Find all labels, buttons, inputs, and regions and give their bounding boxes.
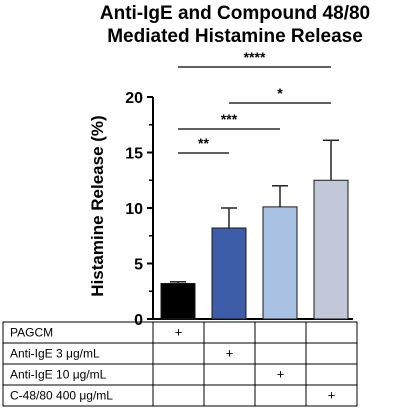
significance-label: ****: [244, 49, 266, 65]
significance-label: ***: [221, 111, 238, 127]
y-tick-label: 5: [134, 257, 143, 274]
significance-label: *: [277, 85, 283, 101]
treatment-table: PAGCM + Anti-IgE 3 μg/mL + Anti-IgE 10 μg/mL…: [2, 321, 358, 407]
y-tick-label: 20: [125, 90, 143, 107]
bars: [160, 139, 349, 320]
table-mark: +: [328, 388, 336, 403]
table-mark: +: [277, 367, 285, 382]
table-row-label: Anti-IgE 3 μg/mL: [10, 347, 100, 361]
table-mark: +: [226, 346, 234, 361]
table-row-label: Anti-IgE 10 μg/mL: [10, 368, 107, 382]
bar: [262, 206, 298, 320]
chart-title-line-1: Anti-IgE and Compound 48/80: [100, 3, 370, 24]
y-axis-label: Histamine Release (%): [88, 115, 107, 296]
y-tick-label: 10: [125, 201, 143, 218]
chart-title-line-2: Mediated Histamine Release: [107, 26, 363, 47]
y-tick-label: 0: [134, 312, 143, 329]
table-mark: +: [175, 325, 183, 340]
table-row-label: C-48/80 400 μg/mL: [10, 389, 113, 403]
bar: [211, 227, 247, 320]
chart-title: Anti-IgE and Compound 48/80 Mediated His…: [100, 3, 370, 47]
significance-label: **: [198, 135, 209, 151]
bar: [160, 282, 196, 320]
table-row-label: PAGCM: [10, 326, 53, 340]
significance-brackets: **********: [178, 49, 331, 154]
bar: [313, 179, 349, 320]
y-tick-label: 15: [125, 146, 143, 163]
